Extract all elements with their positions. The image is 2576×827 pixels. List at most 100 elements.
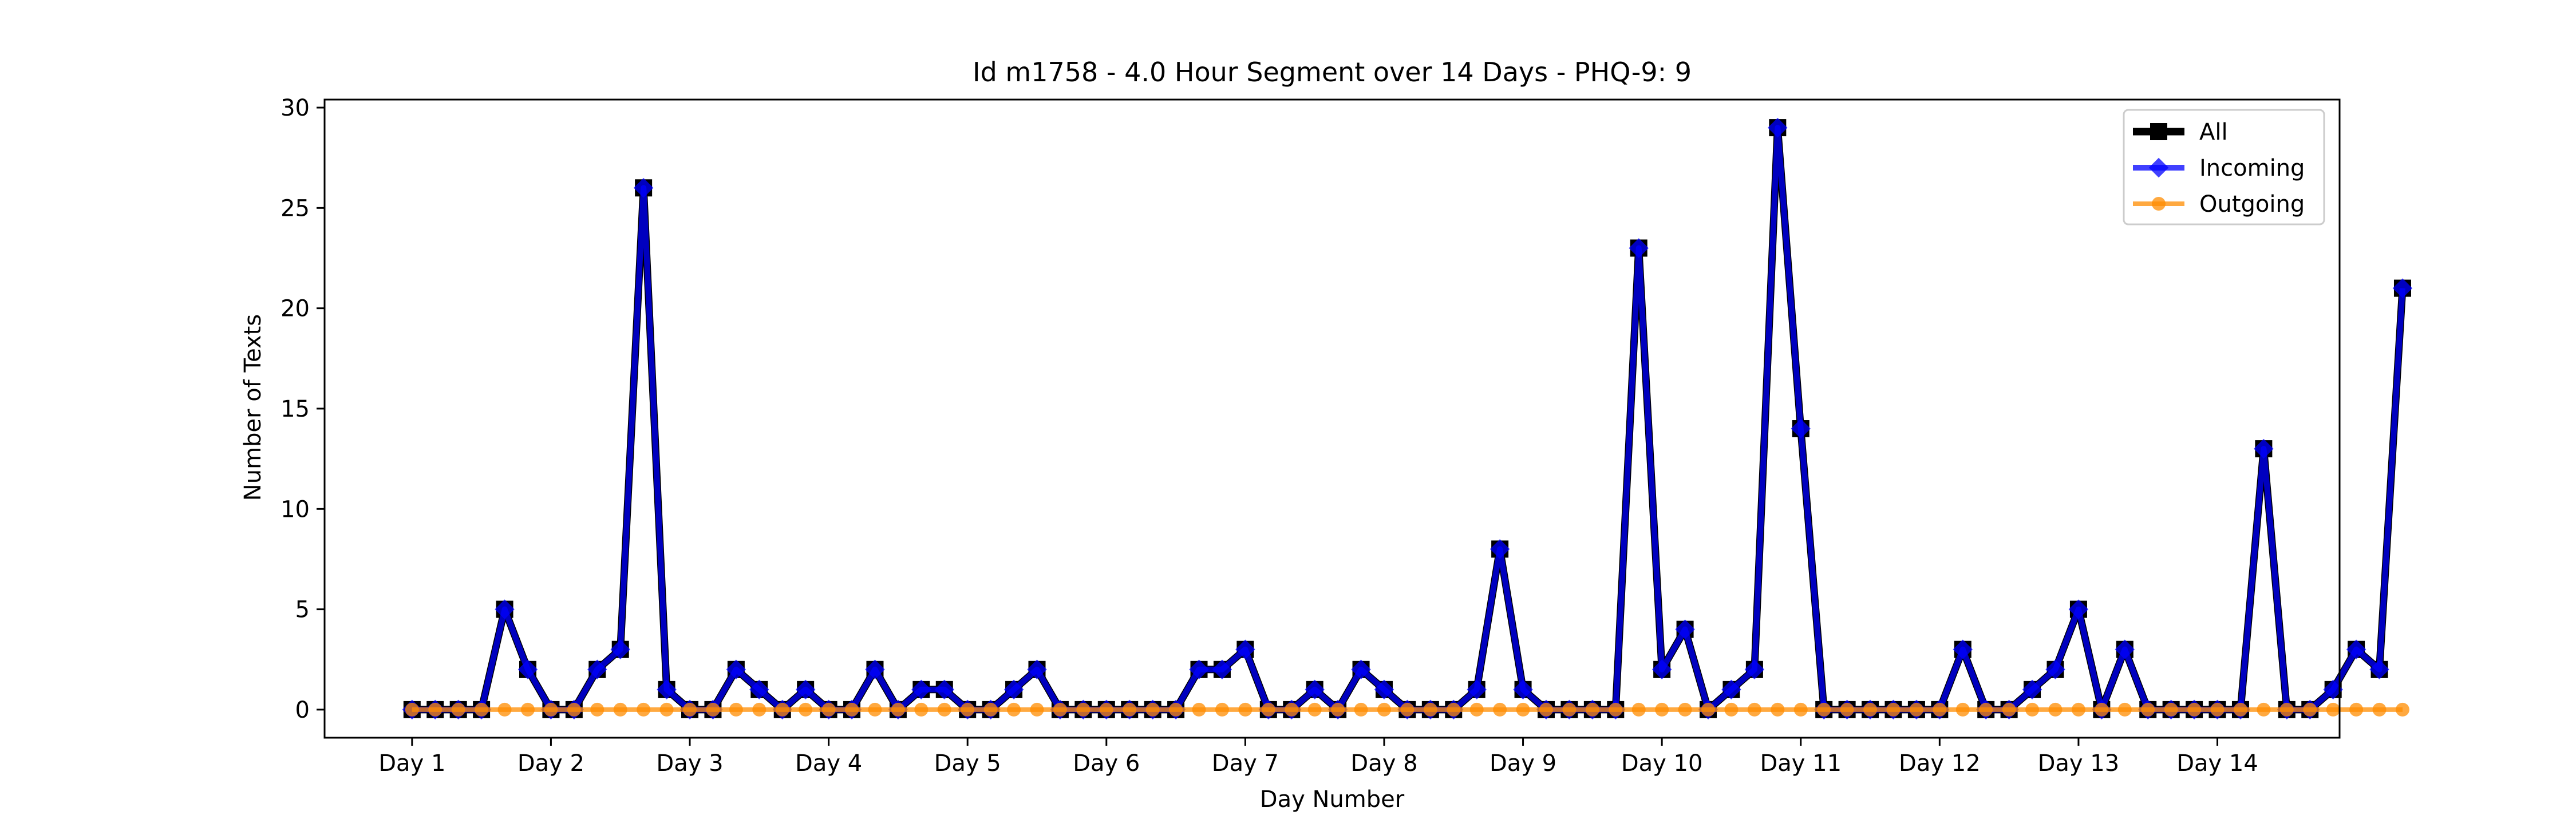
- data-point-outgoing: [1493, 702, 1507, 717]
- data-point-outgoing: [497, 702, 512, 717]
- data-point-incoming: [795, 679, 816, 700]
- data-point-outgoing: [1539, 702, 1553, 717]
- legend-label: All: [2199, 119, 2228, 145]
- legend-box: [2123, 109, 2325, 225]
- y-tick-label: 30: [280, 95, 310, 121]
- y-tick-label: 20: [280, 296, 310, 322]
- x-tick-label: Day 12: [1899, 750, 1981, 777]
- y-axis-label: Number of Texts: [240, 314, 266, 501]
- data-point-outgoing: [2002, 702, 2016, 717]
- data-point-outgoing: [1886, 702, 1901, 717]
- data-point-outgoing: [914, 702, 929, 717]
- data-point-incoming: [726, 659, 746, 680]
- data-point-incoming: [1721, 679, 1741, 700]
- data-point-outgoing: [2210, 702, 2225, 717]
- data-point-incoming: [1629, 238, 1649, 258]
- data-point-outgoing: [1631, 702, 1646, 717]
- y-tick-label: 25: [280, 195, 310, 221]
- data-point-incoming: [517, 659, 538, 680]
- x-tick-label: Day 6: [1073, 750, 1140, 777]
- data-point-outgoing: [1076, 702, 1091, 717]
- data-point-outgoing: [544, 702, 558, 717]
- data-point-incoming: [1189, 659, 1209, 680]
- data-point-outgoing: [2048, 702, 2063, 717]
- data-point-outgoing: [1516, 702, 1530, 717]
- data-point-outgoing: [1354, 702, 1368, 717]
- series-incoming: [402, 117, 2413, 720]
- data-point-outgoing: [1053, 702, 1067, 717]
- data-point-outgoing: [961, 702, 975, 717]
- x-tick-label: Day 4: [795, 750, 862, 777]
- data-point-outgoing: [1562, 702, 1577, 717]
- data-point-incoming: [1003, 679, 1024, 700]
- data-point-outgoing: [1307, 702, 1322, 717]
- data-point-incoming: [1490, 539, 1510, 559]
- y-tick-label: 15: [280, 396, 310, 422]
- x-tick-label: Day 8: [1350, 750, 1417, 777]
- x-tick-label: Day 10: [1621, 750, 1703, 777]
- data-point-outgoing: [1724, 702, 1739, 717]
- data-point-incoming: [2115, 639, 2135, 659]
- data-point-outgoing: [1285, 702, 1299, 717]
- data-point-incoming: [610, 639, 630, 659]
- data-point-outgoing: [1469, 702, 1484, 717]
- data-point-incoming: [1768, 117, 1788, 138]
- data-point-incoming: [749, 679, 769, 700]
- data-point-outgoing: [451, 702, 465, 717]
- y-tick-label: 5: [295, 597, 310, 623]
- data-point-outgoing: [1747, 702, 1761, 717]
- series-outgoing: [405, 702, 2409, 717]
- data-point-incoming: [2369, 659, 2389, 680]
- data-point-outgoing: [937, 702, 951, 717]
- data-point-outgoing: [845, 702, 859, 717]
- data-point-incoming: [1652, 659, 1672, 680]
- legend-swatch-marker: [2150, 123, 2167, 140]
- data-point-outgoing: [567, 702, 581, 717]
- data-point-outgoing: [2257, 702, 2271, 717]
- data-point-incoming: [2346, 639, 2366, 659]
- data-point-incoming: [2068, 599, 2089, 619]
- data-point-outgoing: [1955, 702, 1970, 717]
- data-point-incoming: [911, 679, 931, 700]
- data-point-incoming: [934, 679, 955, 700]
- data-point-incoming: [657, 679, 677, 700]
- data-point-incoming: [2323, 679, 2343, 700]
- data-point-outgoing: [1423, 702, 1437, 717]
- data-point-outgoing: [1678, 702, 1692, 717]
- legend-item-incoming: Incoming: [2133, 155, 2305, 181]
- data-point-incoming: [495, 599, 515, 619]
- data-point-outgoing: [2395, 702, 2409, 717]
- data-point-outgoing: [1793, 702, 1808, 717]
- legend-item-all: All: [2133, 119, 2228, 145]
- data-point-outgoing: [2164, 702, 2178, 717]
- legend-swatch-marker: [2152, 197, 2166, 211]
- data-point-outgoing: [799, 702, 813, 717]
- data-point-outgoing: [590, 702, 605, 717]
- data-point-outgoing: [2349, 702, 2364, 717]
- data-point-outgoing: [1169, 702, 1183, 717]
- data-point-outgoing: [1655, 702, 1669, 717]
- data-point-outgoing: [1817, 702, 1831, 717]
- data-point-outgoing: [1145, 702, 1160, 717]
- data-point-outgoing: [1261, 702, 1275, 717]
- data-point-outgoing: [1771, 702, 1785, 717]
- data-point-incoming: [2045, 659, 2065, 680]
- data-point-outgoing: [1123, 702, 1137, 717]
- legend-label: Outgoing: [2199, 191, 2305, 217]
- x-tick-label: Day 5: [934, 750, 1001, 777]
- data-point-outgoing: [475, 702, 489, 717]
- data-point-outgoing: [1840, 702, 1854, 717]
- legend-swatch-marker: [2148, 157, 2169, 178]
- data-point-outgoing: [1007, 702, 1021, 717]
- data-point-outgoing: [1909, 702, 1923, 717]
- data-point-incoming: [1675, 619, 1695, 639]
- x-tick-label: Day 1: [378, 750, 445, 777]
- y-tick-label: 10: [280, 496, 310, 523]
- x-tick-label: Day 11: [1760, 750, 1842, 777]
- data-point-incoming: [1351, 659, 1371, 680]
- data-point-outgoing: [1215, 702, 1229, 717]
- data-point-outgoing: [1030, 702, 1044, 717]
- data-point-incoming: [1513, 679, 1533, 700]
- data-point-outgoing: [1863, 702, 1878, 717]
- data-point-outgoing: [752, 702, 767, 717]
